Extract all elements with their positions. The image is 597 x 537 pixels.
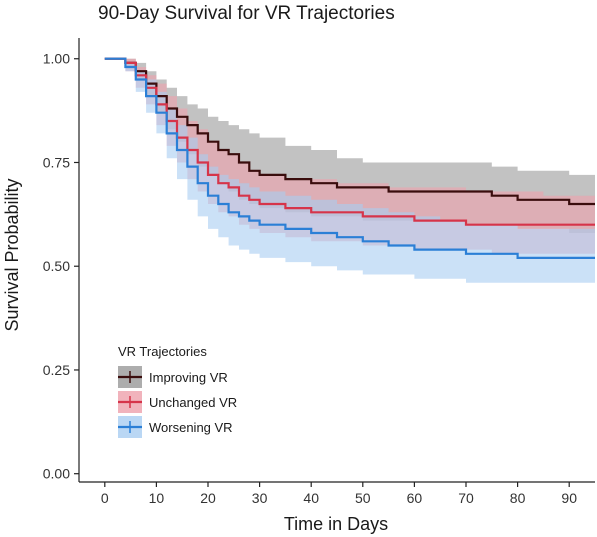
x-tick-label: 70 xyxy=(458,490,474,506)
y-tick-label: 0.50 xyxy=(43,258,70,274)
legend-label-worsening-vr: Worsening VR xyxy=(149,420,233,435)
y-axis-title: Survival Probability xyxy=(2,178,22,331)
x-tick-label: 80 xyxy=(510,490,526,506)
confidence-band-worsening-vr xyxy=(104,58,596,283)
survival-curves xyxy=(104,57,595,259)
y-tick-label: 0.75 xyxy=(43,154,70,170)
x-tick-label: 30 xyxy=(252,490,268,506)
legend: VR Trajectories Improving VR Unchanged VR… xyxy=(118,344,237,438)
x-tick-label: 20 xyxy=(200,490,216,506)
x-tick-label: 90 xyxy=(561,490,577,506)
legend-label-unchanged-vr: Unchanged VR xyxy=(149,395,237,410)
confidence-bands xyxy=(104,58,596,283)
y-tick-label: 1.00 xyxy=(43,51,70,67)
axes xyxy=(78,38,595,483)
x-tick-label: 60 xyxy=(407,490,423,506)
y-tick-label: 0.25 xyxy=(43,362,70,378)
x-tick-label: 0 xyxy=(101,490,109,506)
x-axis-title: Time in Days xyxy=(284,514,388,534)
x-tick-label: 40 xyxy=(303,490,319,506)
legend-label-improving-vr: Improving VR xyxy=(149,370,228,385)
y-tick-label: 0.00 xyxy=(43,466,70,482)
survival-line-unchanged-vr xyxy=(104,57,595,226)
y-axis-ticks: 0.00 0.25 0.50 0.75 1.00 xyxy=(43,51,79,482)
x-axis-ticks: 0 10 20 30 40 50 60 70 80 90 xyxy=(101,482,577,506)
survival-line-worsening-vr xyxy=(104,57,595,259)
legend-title: VR Trajectories xyxy=(118,344,207,359)
confidence-band-improving-vr xyxy=(104,58,596,234)
chart-title: 90-Day Survival for VR Trajectories xyxy=(98,3,395,24)
x-tick-label: 50 xyxy=(355,490,371,506)
x-tick-label: 10 xyxy=(149,490,165,506)
survival-line-improving-vr xyxy=(104,57,595,206)
